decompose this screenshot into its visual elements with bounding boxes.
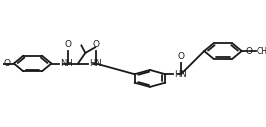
Text: O: O [92, 40, 99, 49]
Text: HN: HN [89, 59, 101, 68]
Text: CH₃: CH₃ [257, 47, 266, 55]
Text: O: O [64, 40, 71, 49]
Text: HN: HN [174, 70, 187, 79]
Text: O: O [3, 59, 10, 68]
Text: O: O [246, 47, 252, 55]
Text: O: O [177, 52, 184, 60]
Text: NH: NH [60, 59, 73, 68]
